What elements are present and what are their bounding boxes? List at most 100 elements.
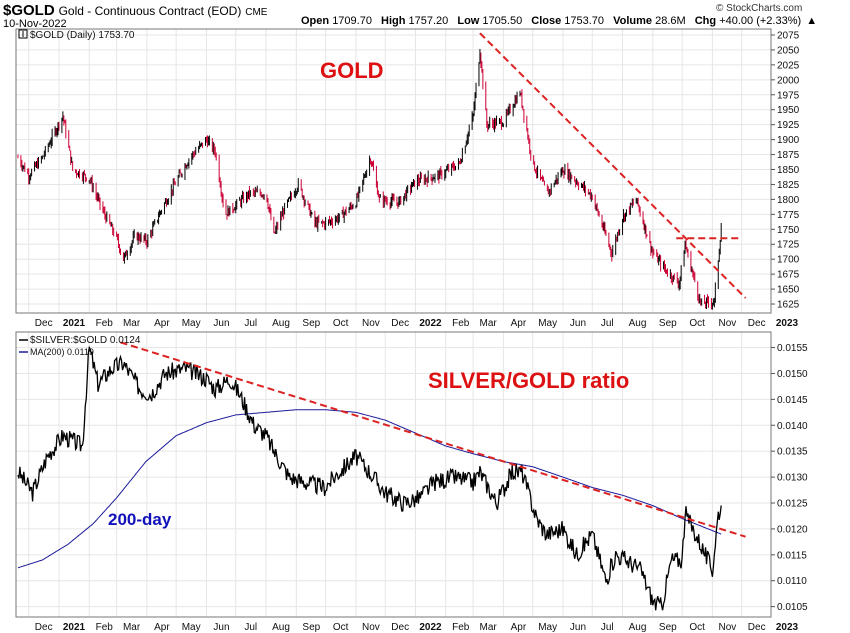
chart-header-title: $GOLD Gold - Continuous Contract (EOD) C… (3, 2, 267, 19)
y-tick-label: 2025 (777, 60, 800, 71)
x-tick-label: 2023 (776, 622, 799, 633)
x-tick-label: Jul (244, 318, 257, 329)
y-tick-label: 1650 (777, 285, 800, 296)
x-tick-label: Feb (452, 318, 470, 329)
x-tick-label: Aug (629, 622, 647, 633)
x-tick-label: Dec (391, 318, 409, 329)
ma200-series-line (17, 409, 722, 569)
low-value: 1705.50 (482, 15, 523, 27)
y-tick-label: 1850 (777, 165, 800, 176)
close-label: Close (531, 15, 562, 27)
y-tick-label: 2050 (777, 45, 800, 56)
x-tick-label: 2023 (776, 318, 799, 329)
x-tick-label: Dec (35, 622, 53, 633)
y-tick-label: 0.0145 (777, 395, 808, 406)
x-tick-label: Dec (748, 622, 766, 633)
x-tick-label: Apr (511, 318, 527, 329)
x-tick-label: May (538, 622, 557, 633)
panel-1: 1625 1650 1675 1700 1725 1750 1775 1800 1825 1850… (15, 28, 800, 329)
x-tick-label: Feb (452, 622, 470, 633)
y-tick-label: 2075 (777, 30, 800, 41)
x-tick-label: Oct (689, 622, 705, 633)
symbol: $GOLD (3, 2, 55, 19)
x-tick-label: Jul (244, 622, 257, 633)
open-label: Open (301, 15, 330, 27)
x-tick-label: 2021 (63, 318, 86, 329)
y-tick-label: 1950 (777, 105, 800, 116)
y-tick-label: 0.0125 (777, 499, 808, 510)
x-tick-label: Sep (302, 622, 320, 633)
y-tick-label: 1750 (777, 225, 800, 236)
y-tick-label: 1975 (777, 90, 800, 101)
y-tick-label: 0.0140 (777, 421, 808, 432)
description: Gold - Continuous Contract (EOD) (58, 4, 242, 18)
low-label: Low (457, 15, 480, 27)
x-tick-label: Feb (96, 318, 114, 329)
ratio-downtrend-line (120, 341, 746, 538)
chg-up-icon: ▲ (806, 15, 818, 27)
x-tick-label: Oct (333, 318, 349, 329)
x-tick-label: Feb (96, 622, 114, 633)
y-tick-label: 0.0120 (777, 524, 808, 535)
y-tick-label: 1775 (777, 210, 800, 221)
y-tick-label: 1825 (777, 180, 800, 191)
volume-label: Volume (613, 15, 653, 27)
ratio-series-line (17, 345, 722, 611)
close-value: 1753.70 (564, 15, 605, 27)
ma-legend-label: MA(200) 0.0119 (30, 347, 94, 357)
y-tick-label: 0.0115 (777, 550, 807, 561)
y-tick-label: 0.0135 (777, 447, 808, 458)
x-tick-label: Mar (479, 318, 497, 329)
plot-border (15, 331, 772, 618)
high-label: High (381, 15, 406, 27)
volume-value: 28.6M (655, 15, 686, 27)
x-tick-label: May (182, 318, 201, 329)
ratio-annotation: SILVER/GOLD ratio (428, 368, 629, 393)
y-tick-label: 1875 (777, 150, 800, 161)
y-tick-label: 0.0155 (777, 343, 808, 354)
x-tick-label: Aug (629, 318, 647, 329)
quote-summary: Open 1709.70 High 1757.20 Low 1705.50 Cl… (301, 15, 817, 27)
y-tick-label: 0.0105 (777, 602, 808, 613)
y-tick-label: 0.0150 (777, 369, 808, 380)
x-tick-label: Jun (213, 622, 229, 633)
x-tick-label: Sep (659, 622, 677, 633)
x-tick-label: Jun (213, 318, 229, 329)
chg-label: Chg (694, 15, 717, 27)
x-tick-label: Nov (362, 318, 380, 329)
y-tick-label: 1925 (777, 120, 800, 131)
y-tick-label: 1725 (777, 240, 800, 251)
x-tick-label: 2021 (63, 622, 86, 633)
ratio-legend-label: $SILVER:$GOLD 0.0124 (30, 335, 141, 346)
x-tick-label: Mar (479, 622, 497, 633)
y-tick-label: 1900 (777, 135, 800, 146)
x-tick-label: Aug (272, 622, 290, 633)
exchange: CME (245, 7, 268, 18)
high-value: 1757.20 (408, 15, 449, 27)
y-tick-label: 0.0130 (777, 473, 808, 484)
x-tick-label: Nov (718, 622, 736, 633)
legend-swatch-icon (18, 29, 28, 39)
x-tick-label: Jul (601, 622, 614, 633)
gold-annotation: GOLD (320, 58, 384, 83)
x-tick-label: Dec (391, 622, 409, 633)
x-tick-label: Dec (748, 318, 766, 329)
x-tick-label: Sep (302, 318, 320, 329)
open-value: 1709.70 (332, 15, 372, 27)
x-tick-label: Apr (511, 622, 527, 633)
y-tick-label: 2000 (777, 75, 800, 86)
panel-2: 0.0105 0.0110 0.0115 0.0120 0.0125 0.0130 0.01… (15, 331, 808, 633)
x-tick-label: Sep (659, 318, 677, 329)
x-tick-label: Mar (123, 622, 141, 633)
y-tick-label: 1625 (777, 300, 800, 311)
x-tick-label: Oct (689, 318, 705, 329)
x-tick-label: Apr (154, 318, 170, 329)
x-tick-label: Jul (601, 318, 614, 329)
x-tick-label: May (182, 622, 201, 633)
x-tick-label: Jun (570, 622, 586, 633)
x-tick-label: Jun (570, 318, 586, 329)
y-tick-label: 1675 (777, 270, 800, 281)
x-tick-label: Mar (123, 318, 141, 329)
